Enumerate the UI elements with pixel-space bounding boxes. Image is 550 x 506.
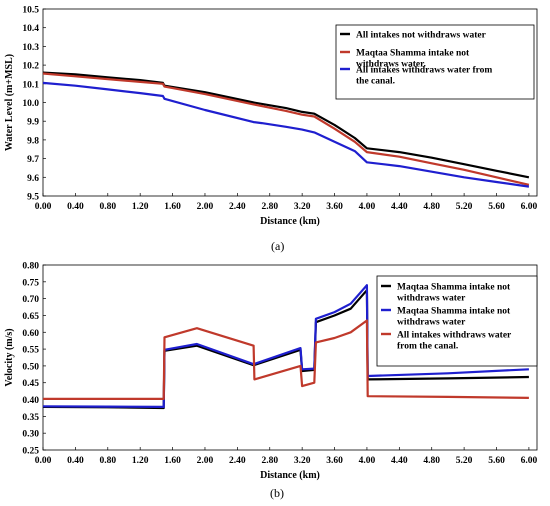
y-tick-label: 9.5	[27, 193, 39, 203]
x-tick-label: 5.20	[456, 456, 473, 466]
y-tick-label: 10.5	[22, 6, 39, 16]
y-tick-label: 10.3	[22, 43, 39, 53]
legend-box	[376, 275, 538, 367]
x-tick-label: 4.80	[423, 202, 440, 212]
legend-label-1: All intakes not withdraws water	[356, 31, 487, 41]
y-tick-label: 9.6	[27, 174, 39, 184]
x-axis-label: Distance (km)	[260, 470, 320, 481]
x-axis-label: Distance (km)	[260, 216, 320, 227]
legend-box	[335, 24, 535, 100]
x-tick-label: 4.00	[359, 202, 376, 212]
x-tick-label: 1.60	[164, 202, 181, 212]
x-tick-label: 5.60	[488, 202, 505, 212]
legend-label-1: Maqtaa Shamma intake not withdraws water	[397, 283, 511, 304]
y-tick-label: 0.60	[22, 329, 39, 339]
y-tick-label: 0.50	[22, 362, 39, 372]
caption-b: (b)	[270, 486, 284, 500]
y-tick-label: 9.7	[27, 155, 39, 165]
legend-label-2: Maqtaa Shamma intake not withdraws water	[397, 307, 511, 328]
legend-label-2: Maqtaa Shamma intake not withdraws water.	[356, 49, 470, 70]
y-tick-label: 9.8	[27, 136, 39, 146]
y-tick-label: 0.70	[22, 295, 39, 305]
x-tick-label: 6.00	[521, 456, 538, 466]
x-tick-label: 4.40	[391, 202, 408, 212]
legend: Maqtaa Shamma intake not withdraws water M…	[376, 275, 538, 367]
caption-a: (a)	[271, 239, 285, 253]
y-tick-label: 0.75	[22, 278, 39, 288]
x-tick-label: 0.40	[67, 456, 84, 466]
x-tick-label: 4.00	[359, 456, 376, 466]
x-tick-label: 1.60	[164, 456, 181, 466]
x-tick-label: 4.80	[423, 456, 440, 466]
y-tick-label: 0.30	[22, 430, 39, 440]
y-tick-label: 0.80	[22, 262, 39, 272]
x-tick-label: 6.00	[521, 202, 538, 212]
y-tick-label: 0.40	[22, 396, 39, 406]
series-line-1	[42, 71, 530, 179]
chart-velocity: 0.25 0.30 0.35 0.40 0.45 0.50 0.55 0.60 0.65 0.70…	[4, 262, 537, 482]
y-tick-label: 0.65	[22, 312, 39, 322]
legend: All intakes not withdraws water Maqtaa Sh…	[335, 24, 535, 100]
x-tick-label: 2.80	[261, 202, 278, 212]
y-tick-label: 10.2	[22, 62, 39, 72]
x-tick-label: 0.80	[99, 202, 116, 212]
y-axis-label: Water Level (m+MSL)	[4, 54, 15, 151]
y-tick-label: 10.0	[22, 99, 39, 109]
y-tick-label: 0.55	[22, 346, 39, 356]
x-tick-label: 0.80	[99, 456, 116, 466]
x-tick-label: 3.60	[326, 202, 343, 212]
legend-label-3: All intakes withdraws water from the cana…	[397, 331, 512, 352]
chart-water-level: 9.5 9.6 9.7 9.8 9.9 10.0 10.1 10.2 10.3 10.4 10.5 0…	[4, 6, 537, 228]
x-tick-label: 5.60	[488, 456, 505, 466]
y-tick-label: 0.35	[22, 413, 39, 423]
x-tick-label: 0.40	[67, 202, 84, 212]
x-tick-label: 2.40	[229, 202, 246, 212]
series-line-2	[42, 72, 530, 186]
x-tick-label: 0.00	[35, 202, 52, 212]
x-tick-label: 2.00	[197, 202, 214, 212]
x-tick-label: 1.20	[132, 456, 149, 466]
legend-label-3: All intakes withdraws water from the cana…	[356, 66, 492, 87]
x-tick-label: 2.40	[229, 456, 246, 466]
x-tick-label: 2.00	[197, 456, 214, 466]
x-tick-label: 3.20	[294, 456, 311, 466]
y-tick-label: 0.45	[22, 379, 39, 389]
x-tick-label: 0.00	[35, 456, 52, 466]
x-tick-label: 1.20	[132, 202, 149, 212]
x-tick-label: 5.20	[456, 202, 473, 212]
y-axis-label: Velocity (m/s)	[4, 328, 15, 386]
y-tick-label: 10.1	[22, 80, 39, 90]
x-tick-label: 3.60	[326, 456, 343, 466]
y-tick-label: 10.4	[22, 24, 39, 34]
x-tick-label: 4.40	[391, 456, 408, 466]
x-tick-label: 3.20	[294, 202, 311, 212]
series-line-3	[42, 81, 530, 188]
y-tick-label: 0.25	[22, 447, 39, 457]
x-tick-label: 2.80	[261, 456, 278, 466]
y-tick-label: 9.9	[27, 118, 39, 128]
series-line-3	[43, 319, 529, 400]
